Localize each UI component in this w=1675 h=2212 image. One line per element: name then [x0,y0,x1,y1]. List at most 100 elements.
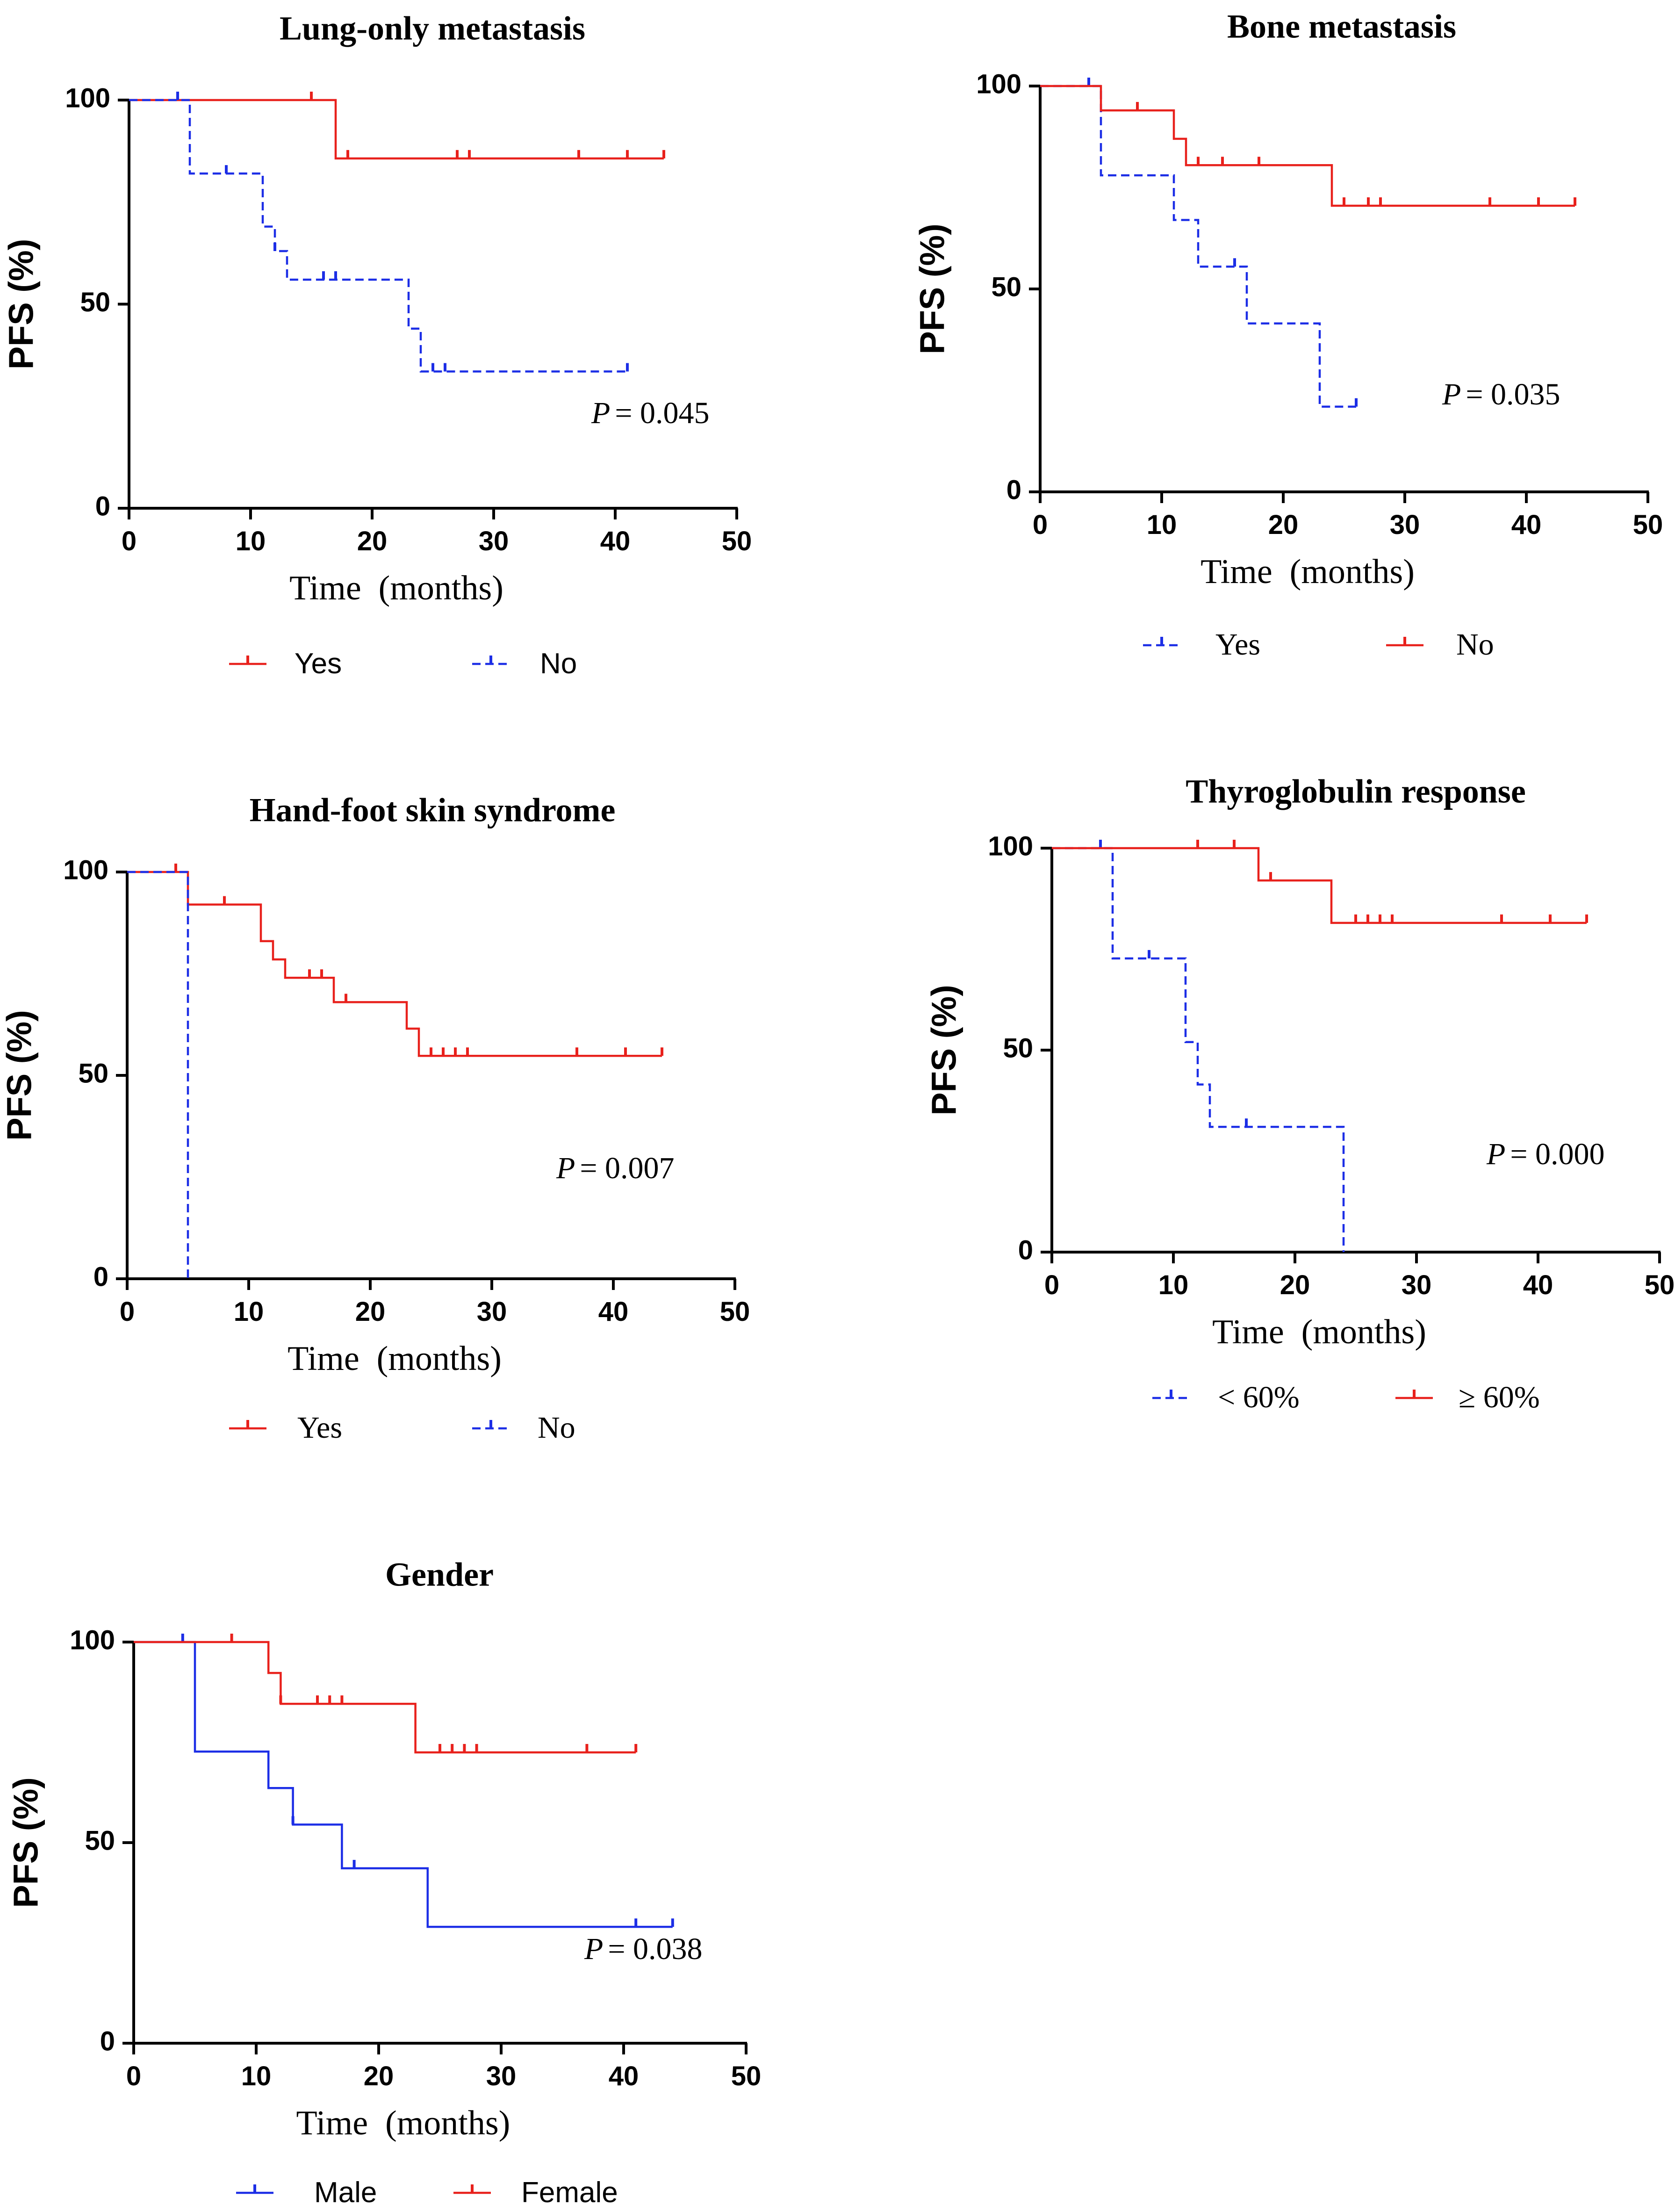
x-axis-label: Time (months) [288,1340,502,1378]
survival-curve-1 [1040,85,1575,207]
legend-item: ≥ 60% [1395,1380,1540,1414]
chart-title: Gender [385,1556,494,1593]
x-tick-label: 10 [1158,1270,1189,1300]
x-tick-label: 50 [722,526,752,556]
x-tick-label: 50 [731,2061,762,2091]
p-value: P = 0.045 [591,396,710,430]
survival-curve-1 [1052,847,1587,924]
p-symbol: P [556,1151,575,1185]
km-panel: Hand-foot skin syndrome 0 10 20 30 40 50 0 50 100… [0,792,750,1445]
p-value: P = 0.035 [1442,377,1560,411]
legend-item: Male [236,2176,377,2209]
legend-label: Yes [1215,627,1260,662]
p-value: P = 0.038 [584,1932,703,1966]
legend-label: No [1456,627,1494,662]
legend-item: Female [453,2176,618,2209]
legend-label: No [540,648,577,680]
x-tick-label: 30 [479,526,509,556]
y-tick-label: 0 [93,1261,108,1292]
p-value-text: = 0.000 [1510,1137,1604,1171]
x-tick-label: 30 [477,1297,507,1327]
p-symbol: P [1486,1137,1505,1171]
survival-curve-0 [129,99,664,160]
x-tick-label: 50 [720,1297,750,1327]
y-tick-label: 100 [65,83,110,113]
legend-item: Yes [229,1411,342,1445]
x-tick-label: 40 [1523,1270,1553,1300]
y-tick-label: 50 [1003,1033,1033,1063]
p-value-text: = 0.007 [580,1151,674,1185]
legend-label: ≥ 60% [1459,1380,1540,1414]
chart-title: Hand-foot skin syndrome [250,792,616,829]
km-panel: Lung-only metastasis 0 10 20 30 40 50 0 50 100 PFS… [2,10,752,680]
legend-item: Yes [1143,627,1260,662]
x-tick-label: 50 [1633,510,1663,540]
p-symbol: P [591,396,610,430]
legend-label: < 60% [1218,1380,1300,1414]
legend-label: Yes [297,1411,342,1445]
y-tick-label: 50 [80,287,110,317]
legend-label: Female [521,2176,618,2209]
survival-curve-0 [1052,847,1345,1252]
x-tick-label: 10 [241,2061,272,2091]
x-tick-label: 20 [355,1297,386,1327]
x-tick-label: 20 [357,526,388,556]
x-tick-label: 30 [486,2061,517,2091]
km-panel: Gender 0 10 20 30 40 50 0 50 100 PFS (%) Time (mont… [7,1556,762,2209]
survival-curve-1 [134,1641,636,1754]
p-value-text: = 0.035 [1466,377,1560,411]
x-tick-label: 40 [609,2061,639,2091]
y-axis-label: PFS (%) [913,223,952,354]
y-tick-label: 100 [976,69,1021,99]
x-tick-label: 0 [126,2061,141,2091]
x-tick-label: 40 [1511,510,1542,540]
p-symbol: P [584,1932,603,1966]
x-tick-label: 10 [234,1297,264,1327]
x-tick-label: 0 [120,1297,135,1327]
legend-label: No [538,1411,575,1445]
y-tick-label: 0 [100,2026,115,2056]
x-tick-label: 0 [122,526,137,556]
y-tick-label: 0 [1006,475,1021,505]
x-tick-label: 30 [1390,510,1420,540]
y-axis-label: PFS (%) [7,1777,45,1908]
y-tick-label: 0 [1018,1235,1033,1265]
x-axis-label: Time (months) [289,569,503,607]
y-tick-label: 50 [78,1058,108,1088]
y-tick-label: 100 [988,831,1033,861]
p-value: P = 0.007 [556,1151,675,1185]
y-axis-label: PFS (%) [0,1010,39,1141]
x-tick-label: 50 [1645,1270,1675,1300]
y-tick-label: 100 [70,1625,115,1655]
legend-item: No [472,648,577,680]
x-tick-label: 10 [1147,510,1177,540]
p-symbol: P [1442,377,1461,411]
x-tick-label: 40 [600,526,631,556]
x-tick-label: 10 [236,526,266,556]
chart-title: Thyroglobulin response [1186,773,1526,810]
x-tick-label: 20 [364,2061,394,2091]
y-tick-label: 50 [85,1825,115,1856]
x-tick-label: 0 [1044,1270,1059,1300]
legend-item: < 60% [1152,1380,1300,1414]
x-axis-label: Time (months) [296,2104,510,2142]
km-panel: Thyroglobulin response 0 10 20 30 40 50 0 50 100 P… [925,773,1675,1414]
x-tick-label: 20 [1280,1270,1310,1300]
survival-curve-1 [127,871,189,1279]
legend-label: Male [314,2176,377,2209]
chart-title: Bone metastasis [1227,8,1456,45]
y-tick-label: 100 [63,855,108,885]
legend-item: Yes [229,648,342,680]
legend-item: No [472,1411,575,1445]
p-value-text: = 0.045 [615,396,709,430]
x-tick-label: 0 [1033,510,1048,540]
x-tick-label: 40 [598,1297,629,1327]
x-axis-label: Time (months) [1201,553,1415,591]
x-axis-label: Time (months) [1212,1313,1426,1351]
chart-title: Lung-only metastasis [280,10,585,47]
y-tick-label: 0 [95,491,110,521]
y-tick-label: 50 [991,272,1021,302]
y-axis-label: PFS (%) [2,239,41,370]
survival-curve-0 [134,1641,673,1928]
